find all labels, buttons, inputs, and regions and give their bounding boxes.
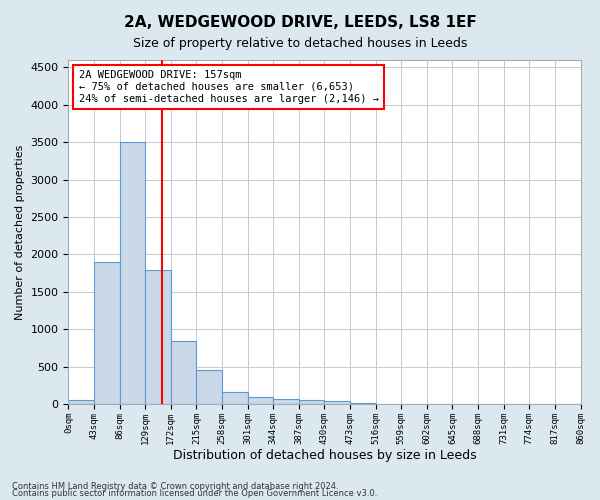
Bar	[248, 396, 273, 404]
Bar	[68, 400, 94, 404]
Text: 2A, WEDGEWOOD DRIVE, LEEDS, LS8 1EF: 2A, WEDGEWOOD DRIVE, LEEDS, LS8 1EF	[124, 15, 476, 30]
Text: 2A WEDGEWOOD DRIVE: 157sqm
← 75% of detached houses are smaller (6,653)
24% of s: 2A WEDGEWOOD DRIVE: 157sqm ← 75% of deta…	[79, 70, 379, 104]
Text: Contains HM Land Registry data © Crown copyright and database right 2024.: Contains HM Land Registry data © Crown c…	[12, 482, 338, 491]
Bar	[222, 392, 248, 404]
Bar	[94, 262, 119, 404]
Bar	[196, 370, 222, 404]
Bar	[350, 402, 376, 404]
X-axis label: Distribution of detached houses by size in Leeds: Distribution of detached houses by size …	[173, 450, 476, 462]
Bar	[325, 402, 350, 404]
Bar	[273, 399, 299, 404]
Text: Contains public sector information licensed under the Open Government Licence v3: Contains public sector information licen…	[12, 490, 377, 498]
Bar	[299, 400, 325, 404]
Y-axis label: Number of detached properties: Number of detached properties	[15, 144, 25, 320]
Bar	[171, 341, 196, 404]
Bar	[119, 142, 145, 404]
Text: Size of property relative to detached houses in Leeds: Size of property relative to detached ho…	[133, 38, 467, 51]
Bar	[145, 270, 171, 404]
